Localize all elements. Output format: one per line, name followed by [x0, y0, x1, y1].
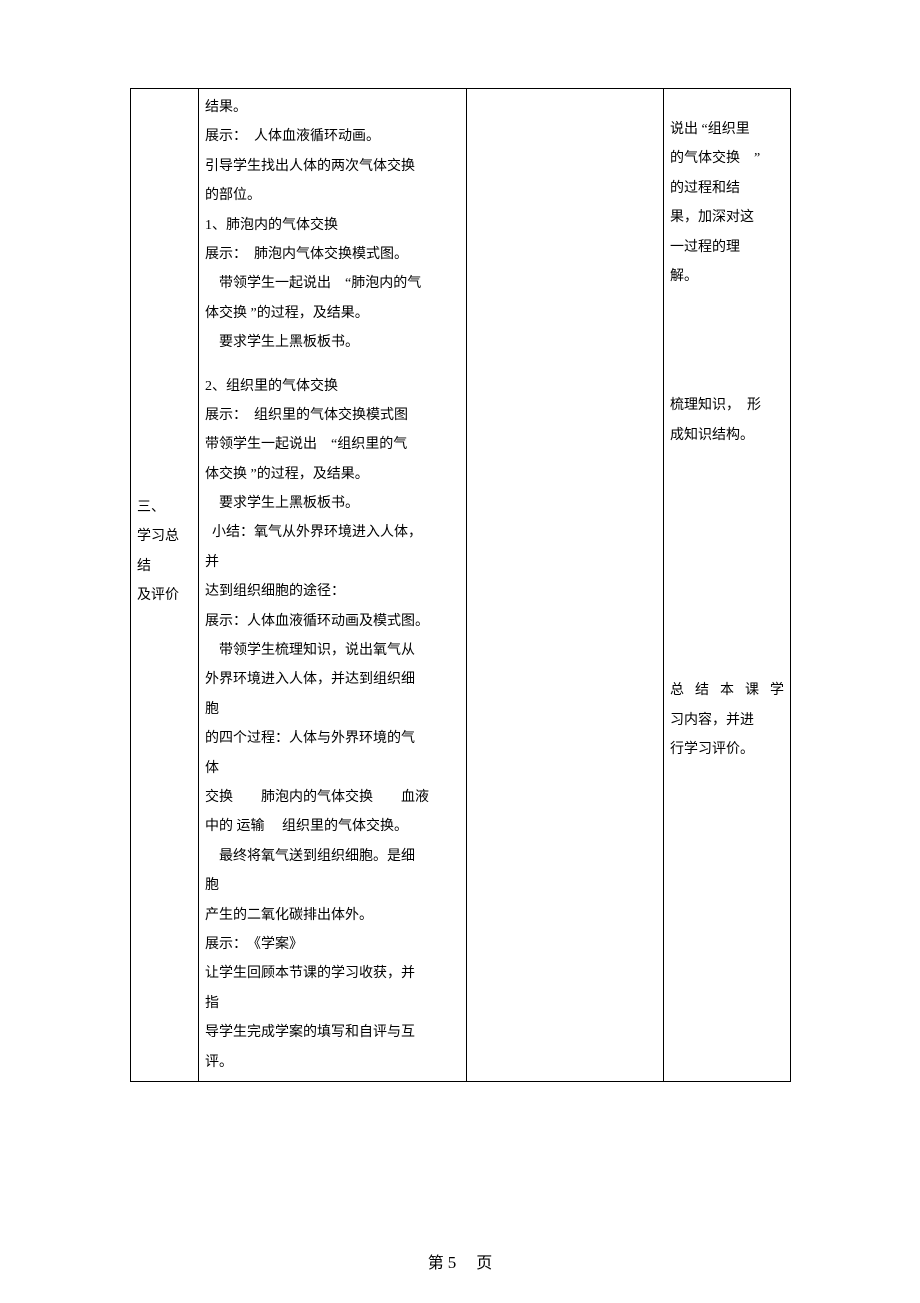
purpose-block: 说出 “组织里 的气体交换 ” 的过程和结 果，加深对这 一过程的理 解。 — [670, 93, 784, 291]
text-line: 中的 运输 组织里的气体交换。 — [205, 812, 460, 841]
purpose-block: 梳理知识， 形 成知识结构。 — [670, 291, 784, 450]
text-line: 体 — [205, 754, 460, 783]
text-line: 解。 — [670, 262, 784, 291]
text-line: 结果。 — [205, 93, 460, 122]
text-line: 展示： 肺泡内气体交换模式图。 — [205, 240, 460, 269]
text-line: 评。 — [205, 1048, 460, 1077]
text-line: 体交换 ”的过程，及结果。 — [205, 299, 460, 328]
text-line: 并 — [205, 548, 460, 577]
text-line: 一过程的理 — [670, 233, 784, 262]
text-line: 胞 — [205, 695, 460, 724]
text-line: 展示： 《学案》 — [205, 930, 460, 959]
text-line: 交换 肺泡内的气体交换 血液 — [205, 783, 460, 812]
footer-prefix: 第 — [428, 1255, 444, 1272]
text-line: 外界环境进入人体，并达到组织细 — [205, 665, 460, 694]
text-line: 小结：氧气从外界环境进入人体， — [205, 518, 460, 547]
text-line: 及评价 — [137, 581, 192, 610]
purpose-block: 总 结 本 课 学 习内容，并进 行学习评价。 — [670, 450, 784, 764]
text-line: 带领学生一起说出 “组织里的气 — [205, 430, 460, 459]
text-line: 展示： 组织里的气体交换模式图 — [205, 401, 460, 430]
text-line: 结 — [137, 552, 192, 581]
text-line: 梳理知识， 形 — [670, 391, 784, 420]
text-line: 体交换 ”的过程，及结果。 — [205, 460, 460, 489]
text-line: 要求学生上黑板板书。 — [205, 489, 460, 518]
text-line: 的气体交换 ” — [670, 144, 784, 173]
text-line: 习内容，并进 — [670, 706, 784, 735]
text-line: 三、 — [137, 493, 192, 522]
page-content: 三、 学习总 结 及评价 结果。展示： 人体血液循环动画。引导学生找出人体的两次… — [0, 0, 920, 1209]
text-line: 要求学生上黑板板书。 — [205, 328, 460, 357]
table-row: 三、 学习总 结 及评价 结果。展示： 人体血液循环动画。引导学生找出人体的两次… — [131, 89, 791, 1082]
lesson-table: 三、 学习总 结 及评价 结果。展示： 人体血液循环动画。引导学生找出人体的两次… — [130, 88, 791, 1082]
text-line: 成知识结构。 — [670, 421, 784, 450]
purpose-cell: 说出 “组织里 的气体交换 ” 的过程和结 果，加深对这 一过程的理 解。 梳理… — [664, 89, 791, 1082]
footer-suffix: 页 — [460, 1255, 492, 1272]
text-line: 行学习评价。 — [670, 735, 784, 764]
section-label: 三、 学习总 结 及评价 — [137, 93, 192, 611]
text-line: 带领学生一起说出 “肺泡内的气 — [205, 269, 460, 298]
text-line: 的四个过程：人体与外界环境的气 — [205, 724, 460, 753]
text-line: 1、肺泡内的气体交换 — [205, 211, 460, 240]
text-line: 达到组织细胞的途径： — [205, 577, 460, 606]
text-line: 带领学生梳理知识，说出氧气从 — [205, 636, 460, 665]
text-line: 胞 — [205, 871, 460, 900]
teacher-activity-cell: 结果。展示： 人体血液循环动画。引导学生找出人体的两次气体交换的部位。1、肺泡内… — [199, 89, 467, 1082]
text-line: 的过程和结 — [670, 174, 784, 203]
text-line: 展示： 人体血液循环动画。 — [205, 122, 460, 151]
page-number: 5 — [448, 1253, 457, 1272]
text-line: 产生的二氧化碳排出体外。 — [205, 901, 460, 930]
text-line: 让学生回顾本节课的学习收获，并 — [205, 959, 460, 988]
text-line: 说出 “组织里 — [670, 115, 784, 144]
text-line: 导学生完成学案的填写和自评与互 — [205, 1018, 460, 1047]
text-line: 指 — [205, 989, 460, 1018]
text-line: 2、组织里的气体交换 — [205, 372, 460, 401]
text-line: 引导学生找出人体的两次气体交换 — [205, 152, 460, 181]
section-label-cell: 三、 学习总 结 及评价 — [131, 89, 199, 1082]
text-line: 展示：人体血液循环动画及模式图。 — [205, 607, 460, 636]
page-footer: 第 5 页 — [0, 1209, 920, 1303]
purpose-content: 说出 “组织里 的气体交换 ” 的过程和结 果，加深对这 一过程的理 解。 梳理… — [670, 93, 784, 764]
blank-line — [205, 358, 460, 372]
text-line: 学习总 — [137, 522, 192, 551]
text-line: 最终将氧气送到组织细胞。是细 — [205, 842, 460, 871]
text-line: 的部位。 — [205, 181, 460, 210]
text-line: 果，加深对这 — [670, 203, 784, 232]
text-line: 总 结 本 课 学 — [670, 676, 784, 705]
student-activity-cell — [467, 89, 664, 1082]
